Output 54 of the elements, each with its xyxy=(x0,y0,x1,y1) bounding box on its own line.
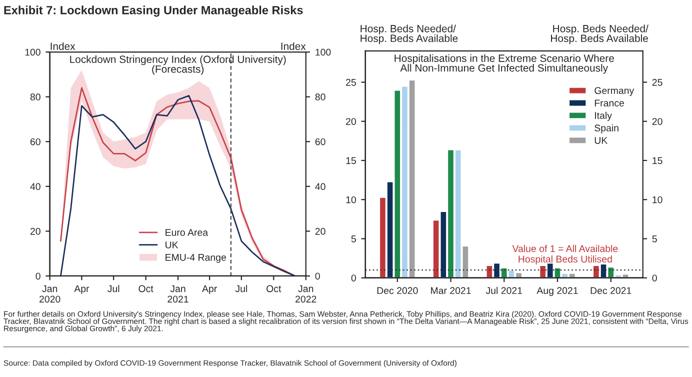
y-tick-label: 60 xyxy=(30,138,40,146)
x-tick-label: Jul xyxy=(108,284,120,292)
x-tick-label: Jan 2020 xyxy=(40,285,60,303)
y2-tick-label: 0 xyxy=(652,274,657,282)
y-tick-label: 10 xyxy=(346,196,356,204)
legend-label: EMU-4 Range xyxy=(166,254,226,263)
y-tick-label: 15 xyxy=(346,157,356,164)
text: Lockdown Stringency Index (Oxford University) (Forecasts) xyxy=(70,55,286,75)
x-tick-label: Jul 2021 xyxy=(486,286,522,294)
x-tick-label: Mar 2021 xyxy=(431,287,471,294)
chart-title: Exhibit 7: Lockdown Easing Under Manageable Risks xyxy=(4,6,303,17)
text: Hospitalisations in the Extreme Scenario Where All Non-Immune Get Infected Simultaneously xyxy=(394,54,614,74)
y-axis-title: Hosp. Beds Needed/ Hosp. Beds Available xyxy=(360,24,458,44)
x-tick-label: Jul xyxy=(235,284,247,292)
legend-label: Euro Area xyxy=(166,229,208,236)
legend-label: UK xyxy=(166,242,178,248)
x-tick-label: Jan 2021 xyxy=(168,285,188,303)
y-tick-label: 0 xyxy=(351,274,356,282)
x-tick-label: Jan 2022 xyxy=(296,285,316,303)
x-tick-label: Apr xyxy=(202,285,217,294)
y-tick-label: 25 xyxy=(346,78,356,86)
y-tick-label: 100 xyxy=(25,48,40,56)
y-axis-title: Index xyxy=(50,42,76,50)
y2-axis-title: Hosp. Beds Needed/ Hosp. Beds Available xyxy=(551,24,648,44)
y2-tick-label: 25 xyxy=(652,78,662,86)
y2-tick-label: 20 xyxy=(315,228,326,235)
y2-tick-label: 40 xyxy=(315,183,326,190)
legend-label: Spain xyxy=(594,124,618,134)
legend-label: UK xyxy=(594,137,608,144)
y-tick-label: 20 xyxy=(30,228,40,235)
x-tick-label: Apr xyxy=(74,285,90,294)
x-tick-label: Oct xyxy=(266,285,282,292)
y2-tick-label: 100 xyxy=(316,48,331,56)
legend-label: France xyxy=(594,100,624,106)
legend-label: Italy xyxy=(595,112,612,121)
y2-tick-label: 15 xyxy=(652,157,662,164)
y2-axis-title: Index xyxy=(281,42,306,50)
y2-tick-label: 10 xyxy=(652,196,662,204)
y2-tick-label: 20 xyxy=(652,118,662,125)
y2-tick-label: 60 xyxy=(315,138,326,146)
y-tick-label: 0 xyxy=(36,272,40,280)
y2-tick-label: 0 xyxy=(315,272,320,280)
legend-label: Germany xyxy=(594,87,634,96)
x-tick-label: Oct xyxy=(138,285,154,292)
x-tick-label: Dec 2021 xyxy=(590,287,632,294)
y-tick-label: 20 xyxy=(346,118,356,125)
y2-tick-label: 5 xyxy=(652,236,657,242)
x-tick-label: Aug 2021 xyxy=(536,287,578,296)
y-tick-label: 5 xyxy=(351,236,356,242)
ref-line-label: Value of 1 = All Available Hospital Beds Utilised xyxy=(512,244,618,264)
y-tick-label: 80 xyxy=(30,94,40,100)
y2-tick-label: 80 xyxy=(315,94,326,100)
y-tick-label: 40 xyxy=(30,183,40,190)
x-tick-label: Dec 2020 xyxy=(377,287,418,294)
